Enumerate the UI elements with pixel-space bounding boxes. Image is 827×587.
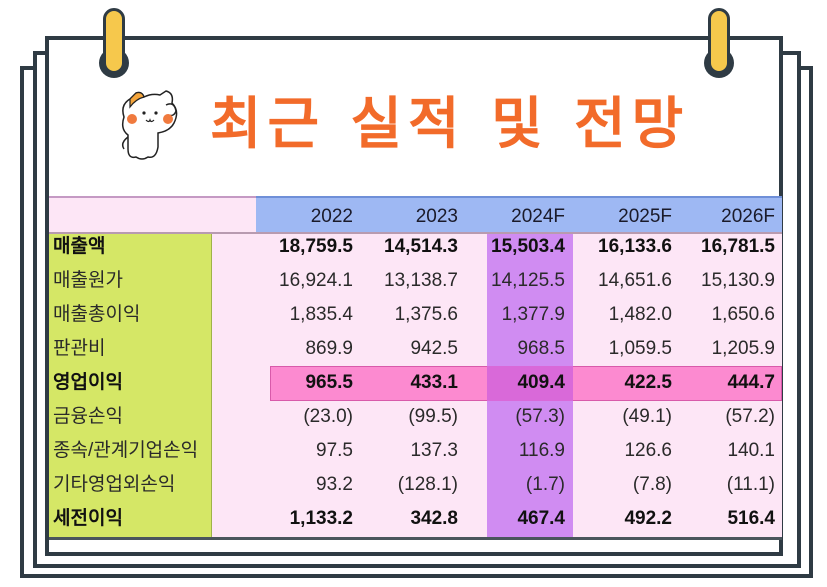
cell: (23.0) [303, 406, 353, 427]
cell: 968.5 [517, 338, 565, 359]
cell: 16,133.6 [598, 236, 672, 257]
row-label: 매출총이익 [53, 304, 141, 325]
table-row: 종속/관계기업손익 97.5 137.3 116.9 126.6 140.1 [49, 434, 782, 468]
cell: (128.1) [397, 474, 458, 495]
cell: 965.5 [305, 372, 353, 393]
cell: 13,138.7 [384, 270, 458, 291]
column-header: 2025F [618, 206, 672, 227]
cell: (1.7) [525, 474, 565, 495]
cell: 869.9 [305, 338, 353, 359]
cell: (7.8) [632, 474, 672, 495]
row-label: 영업이익 [53, 372, 123, 393]
cell: (99.5) [408, 406, 458, 427]
cell: 516.4 [727, 508, 775, 529]
cell: 942.5 [410, 338, 458, 359]
cell: (11.1) [726, 474, 775, 495]
table-row: 매출총이익 1,835.4 1,375.6 1,377.9 1,482.0 1,… [49, 298, 782, 332]
cell: 1,482.0 [608, 304, 672, 325]
cell: 14,651.6 [598, 270, 672, 291]
cell: 140.1 [727, 440, 775, 461]
binder-ring-left-icon [99, 8, 129, 78]
binder-ring-right-icon [704, 8, 734, 78]
saluting-cat-mascot-icon [121, 90, 178, 160]
cell: 422.5 [624, 372, 672, 393]
table-row: 세전이익 1,133.2 342.8 467.4 492.2 516.4 [49, 502, 782, 536]
column-header: 2026F [721, 206, 775, 227]
table-row: 매출원가 16,924.1 13,138.7 14,125.5 14,651.6… [49, 264, 782, 298]
page-title: 최근 실적 및 전망 [210, 92, 690, 157]
cell: 18,759.5 [279, 236, 353, 257]
table-row: 기타영업외손익 93.2 (128.1) (1.7) (7.8) (11.1) [49, 468, 782, 502]
cell: (57.3) [515, 406, 565, 427]
cell: 1,835.4 [289, 304, 353, 325]
cell: 15,130.9 [701, 270, 775, 291]
cell: 15,503.4 [491, 236, 565, 257]
cell: 14,125.5 [491, 270, 565, 291]
cell: 342.8 [410, 508, 458, 529]
row-label: 금융손익 [53, 406, 123, 427]
table-row: 영업이익 965.5 433.1 409.4 422.5 444.7 [49, 366, 782, 400]
column-header: 2023 [415, 206, 458, 227]
row-label: 매출액 [53, 236, 106, 257]
cell: 137.3 [410, 440, 458, 461]
row-labels-column [49, 234, 212, 537]
cell: (57.2) [725, 406, 775, 427]
cell: 444.7 [727, 372, 775, 393]
highlight-intersection [487, 366, 573, 401]
row-label: 매출원가 [53, 270, 123, 291]
cell: 1,059.5 [608, 338, 672, 359]
row-label: 종속/관계기업손익 [53, 440, 199, 461]
cell: 126.6 [624, 440, 672, 461]
row-label: 판관비 [53, 338, 106, 359]
cell: 1,377.9 [501, 304, 565, 325]
cell: 467.4 [517, 508, 565, 529]
cell: 433.1 [410, 372, 458, 393]
cell: 97.5 [316, 440, 353, 461]
row-label: 세전이익 [53, 508, 123, 529]
cell: 1,133.2 [289, 508, 353, 529]
table-row: 매출액 18,759.5 14,514.3 15,503.4 16,133.6 … [49, 230, 782, 264]
cell: 492.2 [624, 508, 672, 529]
cell: 1,205.9 [711, 338, 775, 359]
cell: 16,781.5 [701, 236, 775, 257]
table-row: 판관비 869.9 942.5 968.5 1,059.5 1,205.9 [49, 332, 782, 366]
cell: 93.2 [316, 474, 353, 495]
header-years: 2022 2023 2024F 2025F 2026F [256, 196, 782, 233]
cell: 116.9 [518, 440, 565, 461]
cell: 409.4 [517, 372, 565, 393]
header-empty-cell [49, 196, 256, 233]
financial-table: 2022 2023 2024F 2025F 2026F 매출액 18,759.5… [49, 196, 782, 540]
row-label: 기타영업외손익 [53, 474, 176, 495]
column-header: 2022 [310, 206, 353, 227]
cell: 14,514.3 [384, 236, 458, 257]
cell: 1,650.6 [711, 304, 775, 325]
cell: 1,375.6 [394, 304, 458, 325]
table-row: 금융손익 (23.0) (99.5) (57.3) (49.1) (57.2) [49, 400, 782, 434]
cell: 16,924.1 [279, 270, 353, 291]
header-divider [49, 232, 782, 234]
column-header: 2024F [511, 206, 565, 227]
cell: (49.1) [622, 406, 672, 427]
